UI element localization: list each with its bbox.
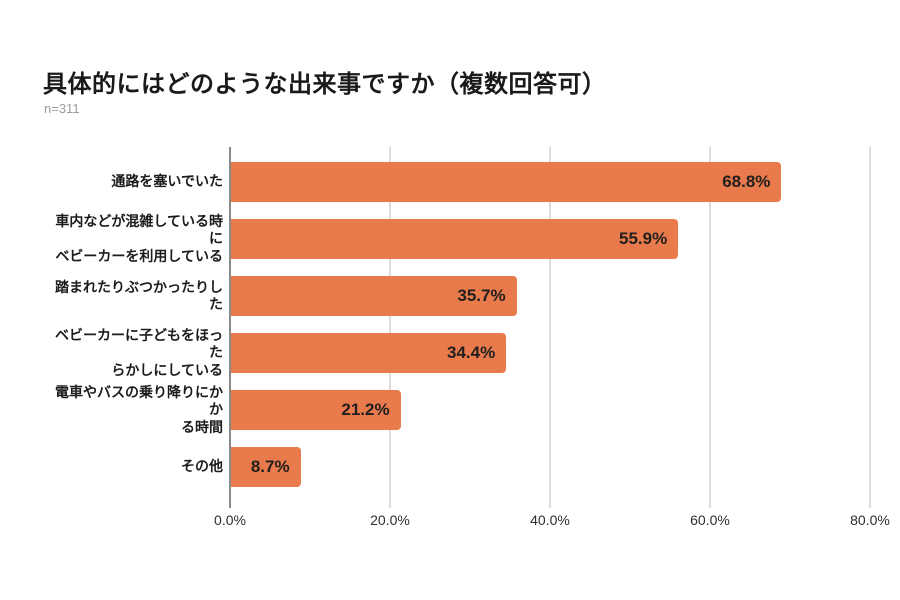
x-axis-tick-label: 20.0%: [370, 512, 410, 528]
chart-row: 通路を塞いでいた 68.8%: [43, 162, 885, 202]
bar: 68.8%: [231, 162, 782, 202]
value-label: 35.7%: [457, 286, 506, 305]
bar: 34.4%: [231, 333, 507, 373]
value-label: 55.9%: [618, 229, 668, 248]
chart-row: その他 8.7%: [43, 447, 885, 487]
chart-row: 車内などが混雑している時に ベビーカーを利用している 55.9%: [43, 213, 885, 264]
bar: 35.7%: [231, 276, 517, 316]
category-label: 通路を塞いでいた: [111, 173, 223, 190]
category-label: ベビーカーに子どもをほった らかしにしている: [55, 327, 223, 378]
x-axis-tick-label: 60.0%: [690, 512, 730, 528]
plot-cell: 68.8%: [231, 162, 871, 202]
x-axis-tick-label: 80.0%: [850, 512, 890, 528]
category-label: 車内などが混雑している時に ベビーカーを利用している: [55, 213, 223, 264]
plot-cell: 21.2%: [231, 390, 871, 430]
category-label: その他: [181, 458, 223, 475]
plot-cell: 8.7%: [231, 447, 871, 487]
gridline-80: [869, 147, 871, 508]
chart-row: 電車やバスの乗り降りにかか る時間 21.2%: [43, 384, 885, 435]
category-label: 踏まれたりぶつかったりした: [55, 278, 223, 312]
gridline-60: [709, 147, 711, 508]
x-axis-tick-label: 40.0%: [530, 512, 570, 528]
value-label: 34.4%: [446, 343, 496, 362]
x-axis-tick-label: 0.0%: [214, 512, 246, 528]
value-label: 21.2%: [341, 400, 390, 419]
plot-cell: 35.7%: [231, 276, 871, 316]
bar: 21.2%: [231, 390, 401, 430]
category-label: 電車やバスの乗り降りにかか る時間: [55, 384, 223, 435]
bar-chart: 通路を塞いでいた 68.8% 車内などが混雑している時に ベビーカーを利用してい…: [43, 147, 890, 528]
gridline-20: [389, 147, 391, 508]
value-label: 68.8%: [722, 172, 771, 191]
value-label: 8.7%: [250, 457, 290, 476]
bar: 8.7%: [231, 447, 301, 487]
plot-cell: 55.9%: [231, 219, 871, 259]
chart-row: 踏まれたりぶつかったりした 35.7%: [43, 276, 885, 316]
plot-cell: 34.4%: [231, 333, 871, 373]
chart-row: ベビーカーに子どもをほった らかしにしている 34.4%: [43, 327, 885, 378]
bar: 55.9%: [231, 219, 679, 259]
gridline-40: [549, 147, 551, 508]
sample-size-label: n=311: [44, 101, 80, 116]
chart-title: 具体的にはどのような出来事ですか（複数回答可）: [43, 71, 607, 98]
axis-line-zero: [229, 147, 231, 508]
